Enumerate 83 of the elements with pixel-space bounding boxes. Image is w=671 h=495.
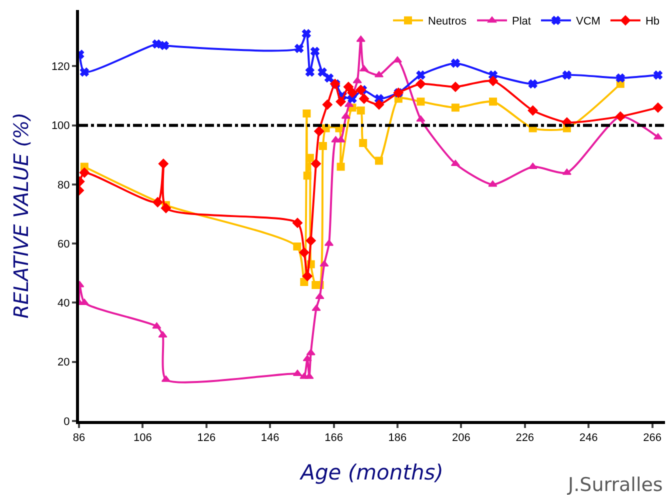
point — [352, 76, 362, 84]
x-tick-label: 146 — [260, 432, 280, 444]
x-tick-label: 166 — [324, 432, 343, 444]
legend-label: Neutros — [428, 16, 468, 28]
point — [392, 56, 402, 63]
point — [359, 139, 368, 148]
x-tick-label: 86 — [72, 432, 86, 444]
point — [318, 142, 327, 150]
point — [292, 218, 303, 228]
point — [310, 46, 320, 56]
point — [302, 354, 312, 362]
x-tick-label: 106 — [134, 432, 152, 444]
point — [294, 44, 304, 53]
point — [488, 76, 498, 86]
point — [347, 88, 358, 98]
y-tick-label: 20 — [58, 356, 70, 369]
y-tick-label: 60 — [58, 238, 70, 250]
point — [152, 322, 162, 329]
point — [416, 115, 426, 122]
point — [318, 68, 327, 77]
point — [322, 100, 332, 110]
point — [80, 68, 89, 77]
point — [451, 104, 460, 112]
y-tick-label: 100 — [51, 120, 70, 132]
x-axis-title: Age (months) — [298, 460, 444, 484]
point — [528, 79, 538, 88]
x-tick-label: 226 — [516, 432, 534, 444]
point — [528, 105, 538, 116]
point — [79, 168, 90, 178]
point — [654, 70, 662, 80]
x-tick-label: 126 — [197, 432, 216, 444]
point — [315, 292, 324, 300]
text: J.Surralles — [567, 474, 663, 495]
point — [306, 236, 316, 246]
point — [303, 172, 312, 180]
point — [416, 98, 425, 106]
point — [358, 94, 370, 104]
point — [489, 98, 498, 106]
point — [299, 247, 310, 258]
y-tick-label: 40 — [58, 298, 70, 310]
point — [488, 180, 498, 187]
y-axis-title: RELATIVE VALUE (%) — [8, 112, 33, 319]
point — [450, 58, 460, 68]
point — [293, 242, 302, 251]
point — [302, 271, 312, 282]
point — [152, 40, 162, 48]
point — [416, 70, 426, 80]
point — [314, 126, 324, 136]
y-tick-label: 120 — [51, 61, 70, 74]
point — [302, 29, 311, 38]
point — [450, 82, 460, 92]
x-tick-label: 266 — [643, 432, 662, 444]
point — [341, 112, 350, 119]
point — [160, 41, 169, 50]
x-tick-label: 206 — [452, 432, 470, 444]
point — [302, 109, 311, 118]
point — [306, 348, 316, 356]
point — [336, 162, 345, 171]
point — [160, 203, 171, 214]
point — [562, 70, 572, 80]
legend-label: Hb — [645, 16, 660, 28]
legend-label: Plat — [512, 16, 531, 28]
y-tick-label: 0 — [64, 416, 70, 428]
point — [375, 156, 384, 165]
point — [305, 68, 314, 77]
y-tick-label: 80 — [58, 179, 70, 192]
point — [158, 158, 168, 169]
point — [356, 106, 365, 115]
legend-label: VCM — [576, 16, 600, 28]
point — [652, 102, 664, 113]
point — [374, 100, 384, 110]
point — [343, 82, 354, 92]
point — [336, 96, 346, 107]
point — [320, 260, 329, 267]
point — [310, 158, 321, 169]
point — [416, 78, 426, 89]
x-tick-label: 246 — [579, 432, 598, 444]
point — [152, 197, 163, 208]
point — [615, 111, 626, 122]
x-tick-label: 186 — [388, 432, 407, 444]
point — [324, 74, 334, 82]
point — [450, 160, 460, 166]
point — [616, 74, 625, 82]
